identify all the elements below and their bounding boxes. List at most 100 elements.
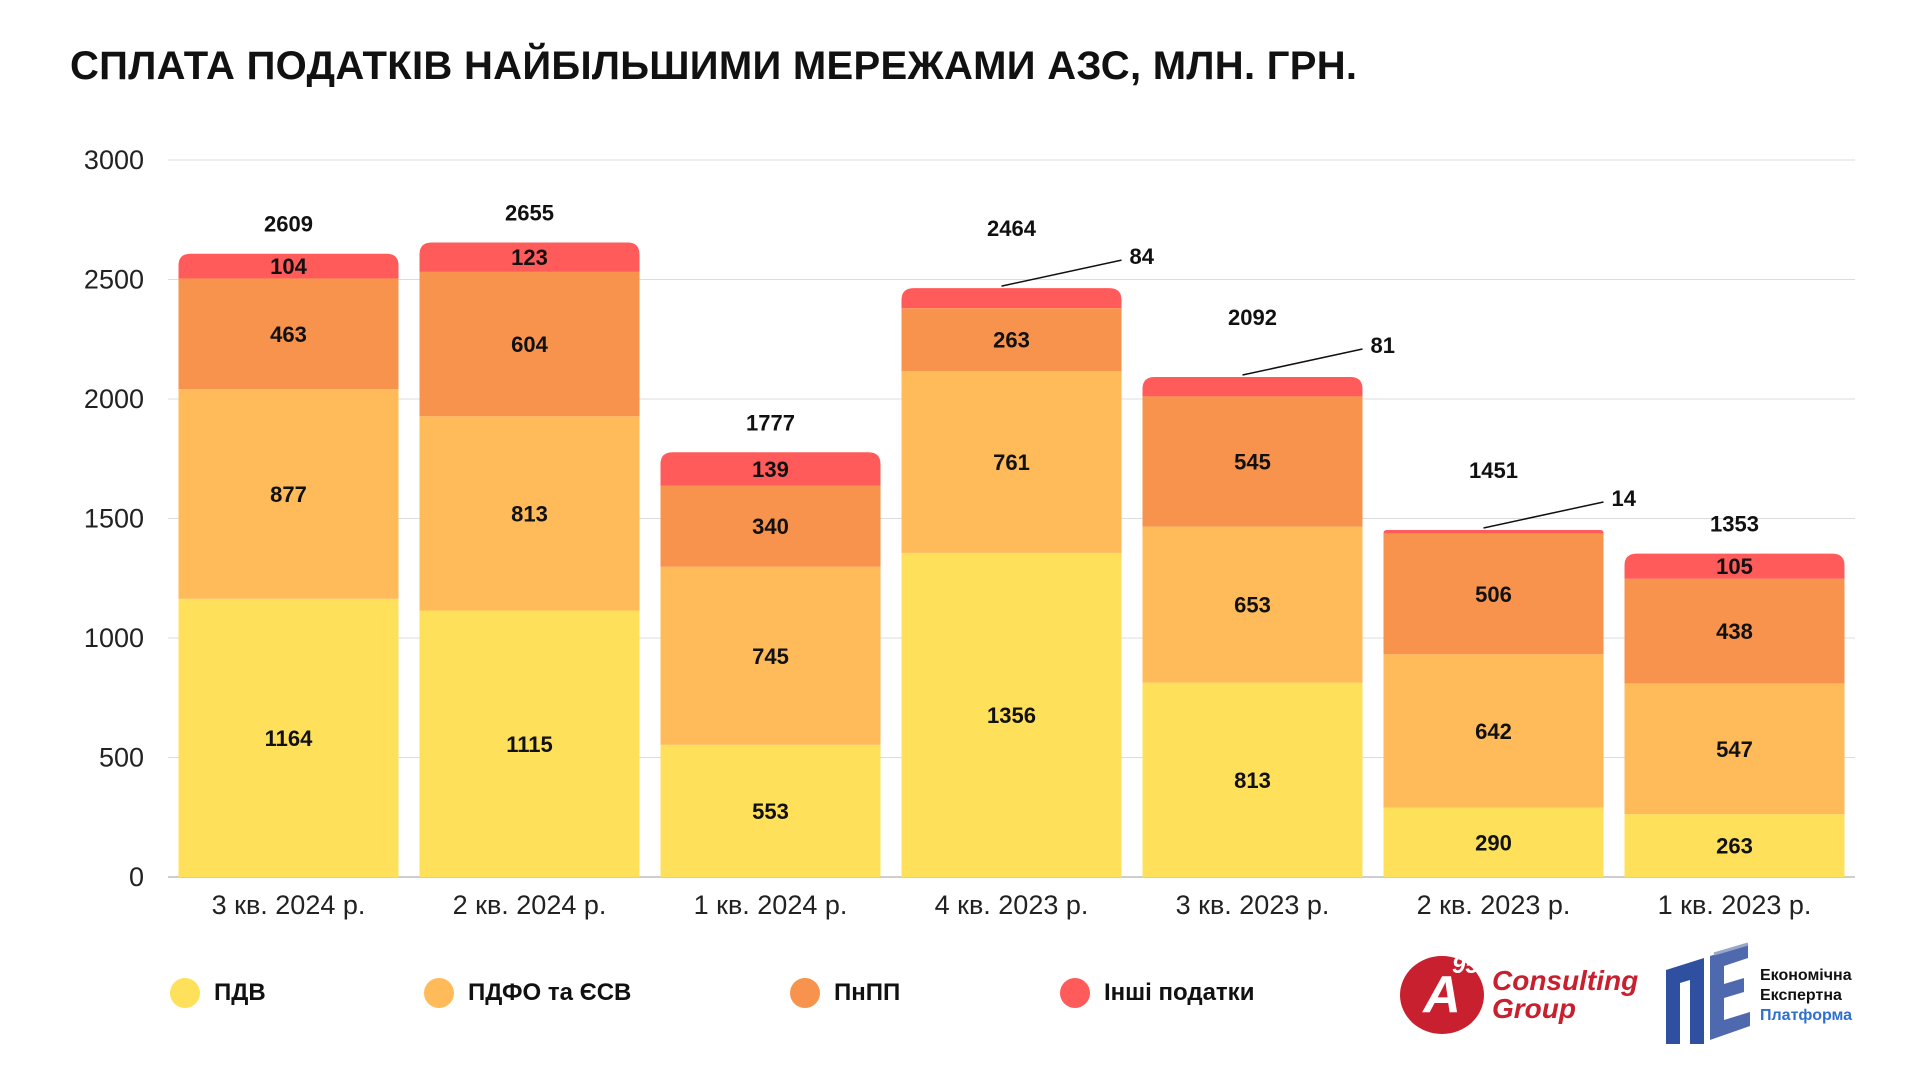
bar-segment: [419, 610, 640, 877]
segment-value-label: 877: [270, 482, 307, 507]
segment-value-label: 263: [1716, 834, 1753, 859]
x-tick-label: 1 кв. 2023 р.: [1658, 890, 1812, 920]
segment-value-label: 745: [752, 644, 789, 669]
bar-total-label: 1353: [1710, 512, 1759, 537]
segment-value-label: 340: [752, 514, 789, 539]
x-tick-label: 2 кв. 2023 р.: [1417, 890, 1571, 920]
bar-segment: [1383, 654, 1604, 808]
segment-value-label: 813: [1234, 768, 1271, 793]
bar-segment: [178, 389, 399, 599]
y-tick-label: 3000: [84, 145, 144, 175]
a95-logo-word-2: Group: [1492, 993, 1576, 1024]
bar-segment: [901, 288, 1122, 309]
segment-value-label: 84: [1130, 244, 1155, 269]
bar-segment: [1624, 553, 1845, 579]
legend: ПДВ ПДФО та ЄСВ ПнПП Інші податки: [170, 975, 1370, 1011]
bar-segment: [1624, 814, 1845, 877]
x-tick-label: 4 кв. 2023 р.: [935, 890, 1089, 920]
bar-segment: [660, 744, 881, 877]
x-axis-ticks: 3 кв. 2024 р. 2 кв. 2024 р. 1 кв. 2024 р. 4…: [212, 890, 1812, 920]
bar-total-label: 2609: [264, 212, 313, 237]
bar-total-label: 1451: [1469, 458, 1518, 483]
y-axis-ticks: 0 500 1000 1500 2000 2500 3000: [84, 145, 144, 892]
segment-value-label: 545: [1234, 449, 1271, 474]
segment-labels: 1164 877 463 104 2609 1115 813 604 123 2655 553 745…: [264, 200, 1759, 858]
bar-segment: [1624, 578, 1845, 684]
y-tick-label: 1500: [84, 504, 144, 534]
bar-total-label: 2655: [505, 200, 554, 225]
segment-value-label: 1115: [506, 732, 553, 757]
eep-logo: Економічна Експертна Платформа: [1660, 940, 1860, 1050]
segment-value-label: 123: [511, 245, 548, 270]
a95-consulting-logo: A 95 Consulting Group: [1400, 950, 1640, 1040]
a95-logo-superscript: 95: [1452, 952, 1479, 979]
eep-logo-line-1: Економічна: [1760, 967, 1852, 984]
legend-label-pnpp: ПнПП: [834, 979, 901, 1006]
bar-segment: [660, 566, 881, 745]
legend-label-pdv: ПДВ: [214, 979, 266, 1006]
bar-segment: [1624, 683, 1845, 815]
segment-value-label: 105: [1716, 554, 1753, 579]
x-tick-label: 3 кв. 2024 р.: [212, 890, 366, 920]
bar-segment: [178, 278, 399, 390]
bar-segment: [901, 552, 1122, 877]
segment-value-label: 104: [270, 254, 307, 279]
segment-value-label: 813: [511, 501, 548, 526]
legend-item-pdv: ПДВ: [170, 975, 266, 1011]
legend-swatch-pnpp: [790, 978, 820, 1008]
eep-logo-line-2: Експертна: [1760, 987, 1842, 1004]
x-tick-label: 1 кв. 2024 р.: [694, 890, 848, 920]
bar-segment: [1383, 533, 1604, 655]
bar-segment: [419, 242, 640, 272]
segment-value-label: 553: [752, 799, 789, 824]
eep-logo-text: Економічна Експертна Платформа: [1760, 966, 1852, 1026]
bar-segment: [1142, 682, 1363, 877]
y-tick-label: 0: [129, 862, 144, 892]
y-tick-label: 2000: [84, 384, 144, 414]
legend-swatch-pdv: [170, 978, 200, 1008]
bar-segment: [1142, 526, 1363, 683]
segment-value-label: 463: [270, 322, 307, 347]
y-tick-label: 500: [99, 743, 144, 773]
y-tick-label: 1000: [84, 623, 144, 653]
label-leader-line: [1242, 348, 1363, 376]
segment-value-label: 506: [1475, 582, 1512, 607]
x-tick-label: 2 кв. 2024 р.: [453, 890, 607, 920]
legend-swatch-pdfo: [424, 978, 454, 1008]
segment-value-label: 438: [1716, 619, 1753, 644]
segment-value-label: 604: [511, 332, 548, 357]
bar-segment: [178, 253, 399, 279]
eep-logo-mark: [1666, 942, 1750, 1044]
bar-segment: [1142, 396, 1363, 527]
segment-value-label: 547: [1716, 737, 1753, 762]
bar-segment: [660, 452, 881, 486]
segment-value-label: 139: [752, 457, 789, 482]
legend-item-pdfo: ПДФО та ЄСВ: [424, 975, 631, 1011]
segment-value-label: 14: [1612, 486, 1637, 511]
segment-value-label: 642: [1475, 719, 1512, 744]
chart-title: СПЛАТА ПОДАТКІВ НАЙБІЛЬШИМИ МЕРЕЖАМИ АЗС…: [70, 44, 1358, 88]
y-tick-label: 2500: [84, 265, 144, 295]
segment-value-label: 81: [1371, 333, 1395, 358]
bar-segment: [1383, 529, 1604, 534]
a95-logo-mark: A: [1400, 956, 1484, 1034]
segment-value-label: 761: [993, 450, 1030, 475]
bar-total-label: 2464: [987, 216, 1037, 241]
a95-logo-word-1: Consulting: [1492, 965, 1639, 996]
bar-total-label: 2092: [1228, 305, 1277, 330]
bar-segment: [419, 271, 640, 417]
label-leader-line: [1483, 501, 1604, 529]
segment-value-label: 1164: [265, 726, 313, 751]
legend-label-other: Інші податки: [1104, 979, 1255, 1006]
bar-segment: [1142, 377, 1363, 397]
bars: [178, 242, 1845, 877]
x-tick-label: 3 кв. 2023 р.: [1176, 890, 1330, 920]
legend-item-other: Інші податки: [1060, 975, 1254, 1011]
bar-segment: [901, 308, 1122, 372]
bar-total-label: 1777: [746, 410, 795, 435]
segment-value-label: 290: [1475, 830, 1512, 855]
legend-swatch-other: [1060, 978, 1090, 1008]
bar-segment: [178, 598, 399, 877]
segment-value-label: 263: [993, 328, 1030, 353]
